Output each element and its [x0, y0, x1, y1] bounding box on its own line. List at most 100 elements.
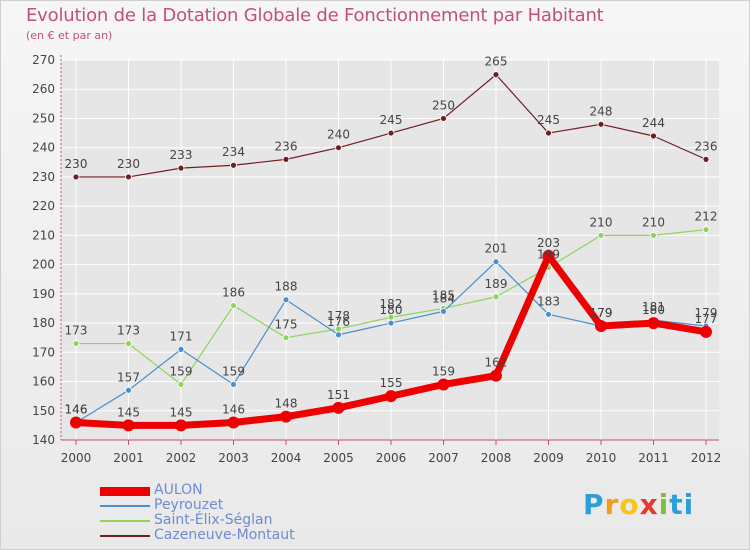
- x-tick-label: 2008: [481, 451, 512, 465]
- brand-letter: o: [619, 488, 640, 521]
- legend-swatch-saint-elix-seglan: [100, 520, 150, 522]
- data-label-peyrouzet: 157: [117, 370, 140, 384]
- data-label-cazeneuve-montaut: 240: [327, 128, 350, 142]
- x-tick-label: 2002: [166, 451, 197, 465]
- data-point-aulon: [122, 419, 135, 432]
- data-label-aulon: 145: [170, 405, 193, 419]
- data-point-aulon: [280, 410, 292, 423]
- data-label-peyrouzet: 171: [170, 329, 193, 343]
- brand-letter: ti: [669, 488, 695, 521]
- data-label-saint-elix-seglan: 178: [327, 309, 350, 323]
- x-tick-label: 2012: [691, 451, 722, 465]
- x-tick-label: 2005: [323, 451, 354, 465]
- data-point-peyrouzet: [177, 345, 185, 353]
- chart-subtitle: (en € et par an): [26, 29, 113, 42]
- data-label-peyrouzet: 181: [642, 300, 665, 314]
- y-tick-label: 180: [32, 316, 55, 330]
- data-label-saint-elix-seglan: 210: [590, 215, 613, 229]
- data-point-aulon: [385, 390, 397, 403]
- data-label-aulon: 146: [222, 402, 245, 416]
- y-tick-label: 170: [32, 345, 55, 359]
- data-label-saint-elix-seglan: 199: [537, 248, 560, 262]
- data-label-cazeneuve-montaut: 233: [170, 148, 193, 162]
- legend-swatch-peyrouzet: [100, 505, 150, 507]
- data-label-saint-elix-seglan: 159: [170, 364, 193, 378]
- data-label-aulon: 162: [485, 356, 508, 370]
- data-label-saint-elix-seglan: 175: [275, 318, 298, 332]
- data-label-saint-elix-seglan: 185: [432, 288, 455, 302]
- data-point-peyrouzet: [125, 386, 132, 394]
- y-tick-label: 240: [32, 141, 55, 155]
- data-label-peyrouzet: 179: [695, 306, 718, 320]
- data-point-saint-elix-seglan: [282, 334, 290, 342]
- data-label-saint-elix-seglan: 189: [485, 277, 508, 291]
- data-point-saint-elix-seglan: [702, 226, 710, 233]
- y-tick-label: 270: [32, 53, 55, 67]
- data-label-saint-elix-seglan: 210: [642, 215, 665, 229]
- data-point-cazeneuve-montaut: [125, 173, 132, 181]
- data-point-cazeneuve-montaut: [387, 129, 395, 137]
- y-tick-label: 210: [32, 228, 55, 242]
- data-label-peyrouzet: 179: [590, 306, 613, 320]
- data-point-peyrouzet: [545, 310, 552, 318]
- data-label-aulon: 151: [327, 388, 350, 402]
- data-point-saint-elix-seglan: [177, 381, 185, 388]
- x-tick-label: 2009: [533, 451, 564, 465]
- legend-label-saint-elix-seglan: Saint-Élix-Séglan: [154, 512, 273, 528]
- data-point-aulon: [647, 317, 660, 330]
- data-label-aulon: 177: [695, 312, 718, 326]
- y-tick-label: 220: [32, 199, 55, 213]
- data-point-cazeneuve-montaut: [440, 115, 447, 122]
- data-point-peyrouzet: [492, 258, 500, 266]
- data-point-saint-elix-seglan: [72, 340, 80, 347]
- x-tick-label: 2011: [638, 451, 669, 465]
- data-point-cazeneuve-montaut: [597, 120, 605, 128]
- x-tick-label: 2006: [376, 451, 407, 465]
- data-label-saint-elix-seglan: 186: [222, 286, 245, 300]
- data-point-cazeneuve-montaut: [230, 161, 237, 169]
- data-label-aulon: 146: [65, 402, 88, 416]
- y-tick-label: 190: [32, 287, 55, 301]
- x-tick-label: 2000: [61, 451, 92, 465]
- data-label-cazeneuve-montaut: 245: [537, 113, 560, 127]
- data-label-saint-elix-seglan: 173: [117, 324, 140, 338]
- proxiti-logo: Proxiti: [583, 488, 694, 521]
- data-point-aulon: [70, 416, 82, 429]
- data-label-aulon: 180: [642, 303, 665, 317]
- data-label-peyrouzet: 184: [432, 291, 455, 305]
- data-label-peyrouzet: 180: [380, 303, 403, 317]
- legend-swatch-cazeneuve-montaut: [100, 535, 150, 537]
- x-tick-label: 2010: [586, 451, 617, 465]
- y-tick-label: 140: [32, 433, 55, 447]
- data-label-aulon: 179: [590, 306, 613, 320]
- data-point-peyrouzet: [282, 296, 290, 304]
- data-label-peyrouzet: 159: [222, 364, 245, 378]
- data-point-aulon: [332, 401, 345, 414]
- data-point-aulon: [595, 320, 607, 332]
- data-label-peyrouzet: 183: [537, 294, 560, 308]
- y-tick-label: 260: [32, 82, 55, 96]
- chart-title: Evolution de la Dotation Globale de Fonc…: [26, 5, 604, 26]
- data-point-aulon: [227, 416, 240, 429]
- data-point-cazeneuve-montaut: [335, 144, 342, 152]
- legend-label-cazeneuve-montaut: Cazeneuve-Montaut: [154, 527, 295, 543]
- data-point-saint-elix-seglan: [597, 231, 605, 239]
- data-point-aulon: [490, 369, 502, 382]
- data-label-cazeneuve-montaut: 248: [590, 104, 613, 118]
- data-point-saint-elix-seglan: [650, 231, 657, 239]
- data-point-saint-elix-seglan: [492, 293, 500, 301]
- brand-letter: i: [658, 488, 670, 521]
- data-label-peyrouzet: 188: [275, 280, 298, 294]
- data-label-aulon: 159: [432, 364, 455, 378]
- data-label-cazeneuve-montaut: 245: [380, 113, 403, 127]
- data-point-peyrouzet: [387, 319, 395, 327]
- data-label-aulon: 148: [275, 397, 298, 411]
- data-point-peyrouzet: [335, 331, 342, 339]
- data-label-aulon: 155: [380, 376, 403, 390]
- data-label-peyrouzet: 201: [485, 242, 508, 256]
- data-label-cazeneuve-montaut: 230: [65, 157, 88, 171]
- data-point-cazeneuve-montaut: [282, 155, 290, 163]
- data-label-saint-elix-seglan: 173: [65, 324, 88, 338]
- data-label-aulon: 145: [117, 405, 140, 419]
